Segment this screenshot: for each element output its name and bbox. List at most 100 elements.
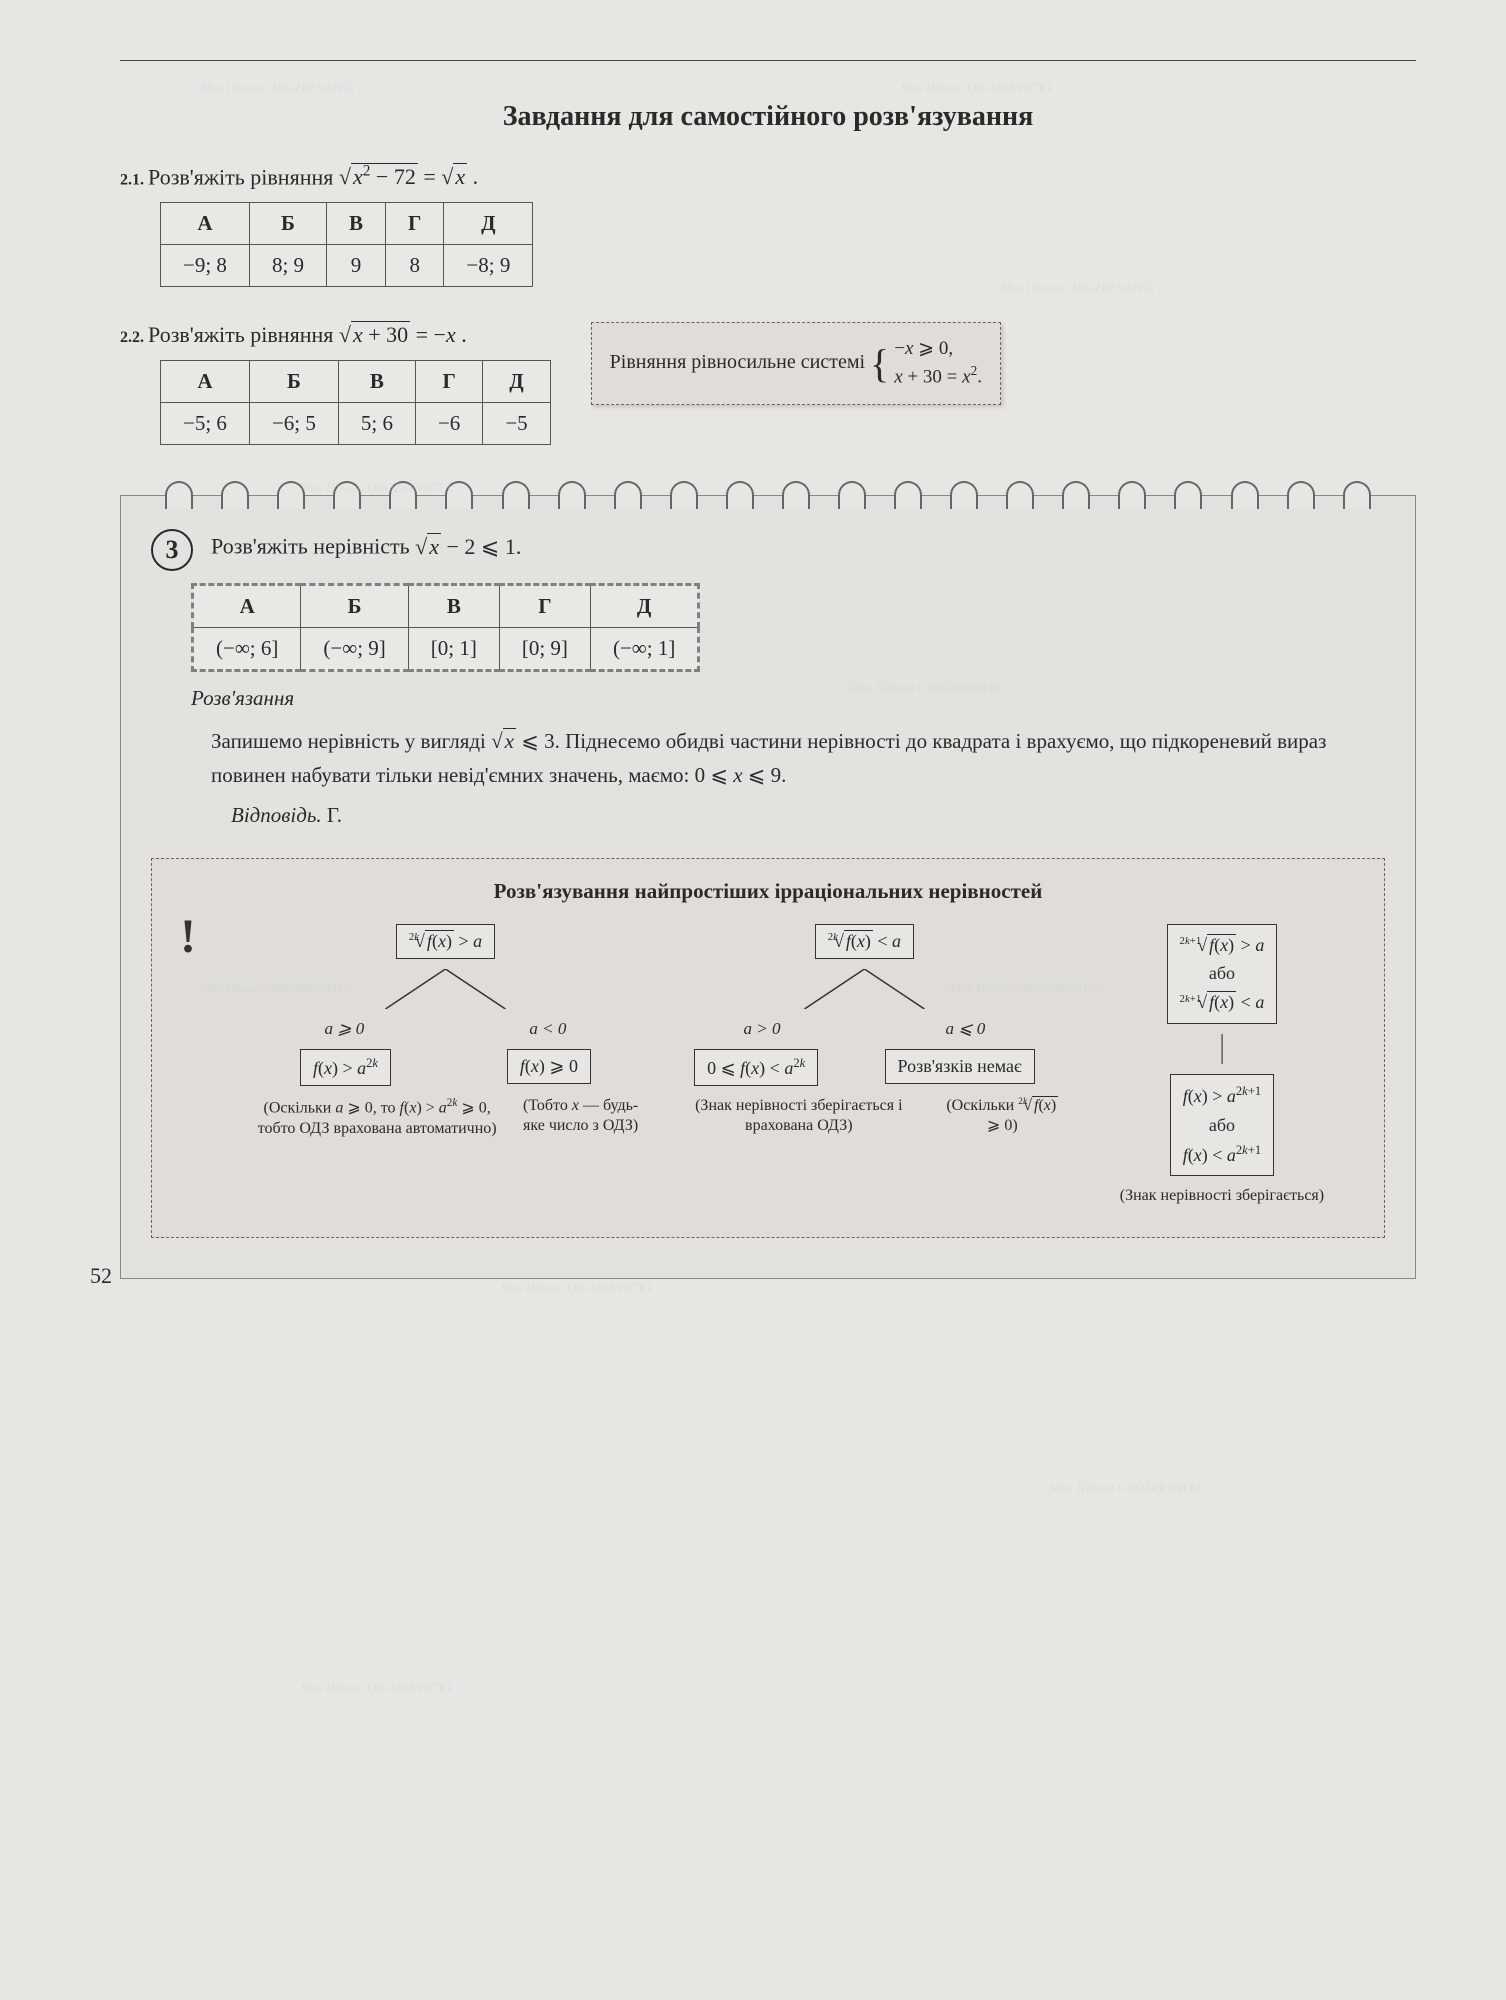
cond-right: a ⩽ 0 — [946, 1019, 986, 1039]
answer-row: (−∞; 6] (−∞; 9] [0; 1] [0; 9] (−∞; 1] — [193, 628, 699, 671]
hint-box-22: Рівняння рівносильне системі { −x ⩾ 0, x… — [591, 322, 1001, 405]
answer-row: −9; 8 8; 9 9 8 −8; 9 — [161, 245, 533, 287]
ring-icon — [1343, 481, 1371, 509]
header-row: А Б В Г Д — [161, 361, 551, 403]
odd-or: або — [1209, 963, 1235, 983]
col-a: А — [161, 203, 250, 245]
ans-v: 9 — [327, 245, 386, 287]
result-right: f(x) ⩾ 0 — [507, 1049, 591, 1084]
odd-bot1: f(x) > a2k+1 — [1183, 1086, 1261, 1106]
text-before: Розв'яжіть нерівність — [211, 534, 415, 559]
ans-a: (−∞; 6] — [193, 628, 301, 671]
ans-b: −6; 5 — [249, 403, 338, 445]
col-b: Б — [301, 585, 408, 628]
root-inequality-2: 2kf(x) < a — [815, 924, 914, 959]
theory-col-1: 2kf(x) > a a ⩾ 0 a < 0 f(x) > a2k f(x) ⩾… — [246, 924, 645, 1208]
ring-binding — [151, 481, 1385, 509]
ring-icon — [558, 481, 586, 509]
text-before: Розв'яжіть рівняння — [148, 164, 339, 189]
ans-g: [0; 9] — [499, 628, 590, 671]
problem-text: Розв'яжіть рівняння x2 − 72 = x . — [148, 164, 478, 189]
header-row: А Б В Г Д — [161, 203, 533, 245]
col-v: В — [327, 203, 386, 245]
col-a: А — [161, 361, 250, 403]
result-left: f(x) > a2k — [300, 1049, 391, 1086]
exclamation-icon: ! — [180, 909, 196, 964]
brace-icon: { — [870, 348, 889, 380]
answer-value: Г. — [327, 803, 342, 827]
theory-box: ! Розв'язування найпростіших ірраціональ… — [151, 858, 1385, 1239]
col-g: Г — [386, 203, 444, 245]
result-left: 0 ⩽ f(x) < a2k — [694, 1049, 818, 1086]
problem-text: Розв'яжіть нерівність x − 2 ⩽ 1. — [211, 534, 521, 559]
solution-body: Запишемо нерівність у вигляді x ⩽ 3. Під… — [151, 725, 1385, 792]
ans-b: 8; 9 — [249, 245, 326, 287]
root-inequality-1: 2kf(x) > a — [396, 924, 495, 959]
problem-text: Розв'яжіть рівняння x + 30 = −x . — [148, 322, 467, 347]
ring-icon — [950, 481, 978, 509]
ring-icon — [1118, 481, 1146, 509]
circled-number: 3 — [151, 529, 193, 571]
col-g: Г — [499, 585, 590, 628]
odd-bot2: f(x) < a2k+1 — [1183, 1145, 1261, 1165]
problem-3-header: 3 Розв'яжіть нерівність x − 2 ⩽ 1. — [151, 529, 1385, 571]
note-right: (Тобто x — будь-яке число з ОДЗ) — [516, 1096, 645, 1138]
col-d: Д — [444, 203, 533, 245]
theory-columns: 2kf(x) > a a ⩾ 0 a < 0 f(x) > a2k f(x) ⩾… — [176, 924, 1360, 1208]
answer-label-text: Відповідь. — [231, 803, 322, 827]
ring-icon — [782, 481, 810, 509]
box-row: f(x) > a2k f(x) ⩾ 0 — [246, 1049, 645, 1086]
problem-label: 2.2. — [120, 329, 144, 346]
page-number: 52 — [90, 1263, 112, 1289]
ring-icon — [277, 481, 305, 509]
branch-lines-icon — [665, 969, 1064, 1009]
watermark: Моя Школа OBOZREVATEL — [900, 80, 1054, 96]
ans-v: [0; 1] — [408, 628, 499, 671]
note-left: (Знак нерівності зберігається і врахован… — [665, 1096, 933, 1138]
page-title: Завдання для самостійного розв'язування — [120, 101, 1416, 133]
solution-label: Розв'язання — [191, 686, 1385, 711]
ring-icon — [165, 481, 193, 509]
top-rule — [120, 60, 1416, 61]
ring-icon — [445, 481, 473, 509]
theory-title: Розв'язування найпростіших ірраціональни… — [176, 879, 1360, 904]
cond-left: a ⩾ 0 — [325, 1019, 365, 1039]
ans-g: 8 — [386, 245, 444, 287]
ring-icon — [1006, 481, 1034, 509]
col-g: Г — [415, 361, 482, 403]
cond-right: a < 0 — [529, 1019, 566, 1039]
problem-2-2: 2.2. Розв'яжіть рівняння x + 30 = −x . А… — [120, 322, 1416, 445]
ans-a: −5; 6 — [161, 403, 250, 445]
col-d: Д — [483, 361, 550, 403]
result-right: Розв'язків немає — [885, 1049, 1035, 1084]
ring-icon — [614, 481, 642, 509]
ring-icon — [670, 481, 698, 509]
odd-top2: 2k+1f(x) < a — [1180, 992, 1265, 1012]
col-b: Б — [249, 203, 326, 245]
problem-2-1: 2.1. Розв'яжіть рівняння x2 − 72 = x . А… — [120, 163, 1416, 287]
ring-icon — [389, 481, 417, 509]
ring-icon — [1287, 481, 1315, 509]
watermark: Моя Школа OBOZREVATEL — [500, 1280, 654, 1296]
watermark: Моя Школа OBOZREVATEL — [200, 80, 354, 96]
answer-table-3: А Б В Г Д (−∞; 6] (−∞; 9] [0; 1] [0; 9] … — [191, 583, 700, 672]
answer-row: −5; 6 −6; 5 5; 6 −6 −5 — [161, 403, 551, 445]
box-row: 0 ⩽ f(x) < a2k Розв'язків немає — [665, 1049, 1064, 1086]
ans-d: (−∞; 1] — [590, 628, 698, 671]
ring-icon — [502, 481, 530, 509]
answer-table-21: А Б В Г Д −9; 8 8; 9 9 8 −8; 9 — [160, 202, 533, 287]
sys-row2: x + 30 = x2. — [894, 362, 982, 390]
problem-22-left: 2.2. Розв'яжіть рівняння x + 30 = −x . А… — [120, 322, 551, 445]
odd-root-box: 2k+1f(x) > a або 2k+1f(x) < a — [1167, 924, 1278, 1024]
arrow-down-icon — [1084, 1034, 1360, 1064]
equation: x − 2 ⩽ 1. — [415, 534, 521, 559]
note-right: (Оскільки 2kf(x) ⩾ 0) — [941, 1096, 1064, 1138]
branch-lines-icon — [246, 969, 645, 1009]
watermark: Моя Школа OBOZREVATEL — [1050, 1480, 1204, 1496]
cond-row: a ⩾ 0 a < 0 — [246, 1019, 645, 1039]
theory-col-3: 2k+1f(x) > a або 2k+1f(x) < a f(x) > a2k… — [1084, 924, 1360, 1208]
watermark: Моя Школа OBOZREVATEL — [300, 1680, 454, 1696]
col-a: А — [193, 585, 301, 628]
note-row: (Знак нерівності зберігається і врахован… — [665, 1096, 1064, 1138]
notebook-section: 3 Розв'яжіть нерівність x − 2 ⩽ 1. А Б В… — [120, 495, 1416, 1279]
